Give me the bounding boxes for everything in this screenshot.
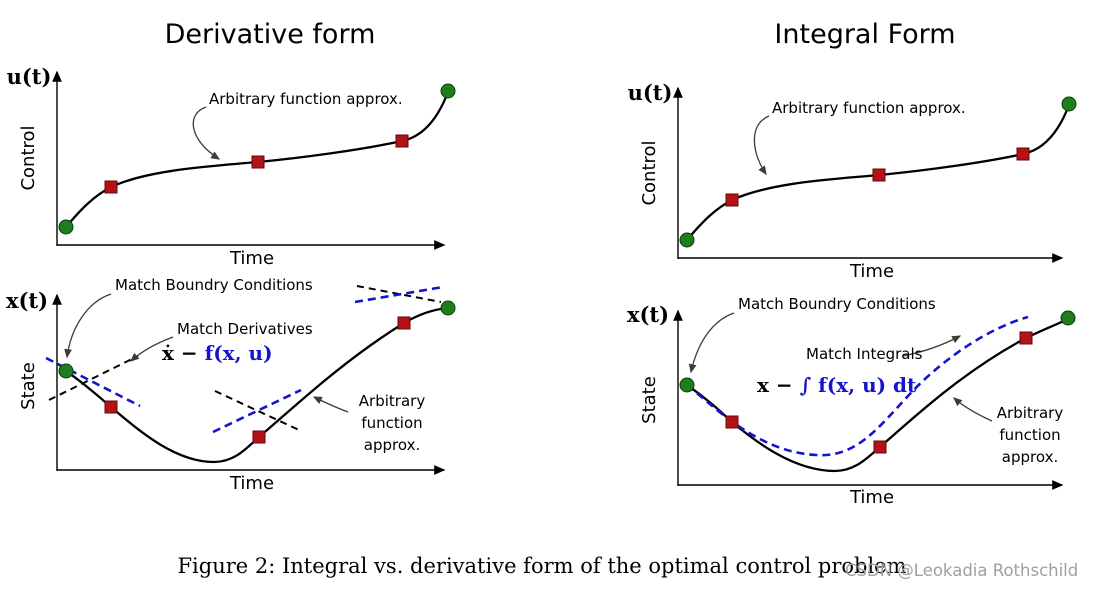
approx-annotation-line1: Arbitrary <box>359 392 426 410</box>
endpoint-marker <box>679 377 695 393</box>
approx-annotation-line2: function <box>999 426 1060 444</box>
endpoint-marker <box>58 219 74 235</box>
endpoint-marker <box>58 363 74 379</box>
integral-control-plot: Integral Form u(t) Control Time Arbitrar… <box>628 19 1077 282</box>
figure-caption: Figure 2: Integral vs. derivative form o… <box>177 554 906 578</box>
approx-annotation-line3: approx. <box>364 436 420 454</box>
y-axis-label: State <box>18 362 39 410</box>
x-axis-label: Time <box>849 487 894 508</box>
slope-dash-blue <box>212 388 302 434</box>
y-axis-label: Control <box>18 125 39 190</box>
y-axis-variable: u(t) <box>628 80 673 105</box>
y-axis-label: State <box>639 376 660 424</box>
knot-marker <box>1016 147 1030 161</box>
endpoint-marker <box>1061 96 1077 112</box>
slope-dash-blue <box>45 356 141 408</box>
x-axis-label: Time <box>849 261 894 282</box>
approx-annotation: Arbitrary function approx. <box>772 99 966 117</box>
annotation-arrow <box>192 106 221 160</box>
defect-equation: ẋ − f(x, u) <box>162 341 273 365</box>
integral-title: Integral Form <box>774 19 955 50</box>
approx-annotation-line2: function <box>361 414 422 432</box>
annotation-arrow <box>312 396 349 413</box>
annotation-arrow <box>953 397 993 422</box>
knot-marker <box>104 400 118 414</box>
x-axis-label: Time <box>229 473 274 494</box>
defect-equation-black: x − <box>757 373 800 397</box>
knot-marker <box>251 155 265 169</box>
integral-state-plot: x(t) State Time Match Boundry Conditions… <box>627 295 1076 508</box>
slope-dash-black <box>48 355 139 401</box>
defect-equation-blue: ∫ f(x, u) dt <box>800 373 917 397</box>
defect-equation-blue: f(x, u) <box>205 341 273 365</box>
approx-annotation: Arbitrary function approx. <box>209 90 403 108</box>
slope-dash-black <box>214 390 300 431</box>
annotation-arrow <box>64 293 112 359</box>
y-axis-variable: x(t) <box>627 302 669 327</box>
defect-equation: x − ∫ f(x, u) dt <box>757 373 917 397</box>
knot-marker <box>725 193 739 207</box>
knot-marker <box>725 415 739 429</box>
approx-annotation-line3: approx. <box>1002 448 1058 466</box>
annotation-arrow <box>902 335 962 357</box>
knot-marker <box>104 180 118 194</box>
knot-marker <box>395 134 409 148</box>
match-annotation: Match Integrals <box>806 345 923 363</box>
x-axis-label: Time <box>229 248 274 269</box>
derivative-control-plot: Derivative form u(t) Control Time Arbitr… <box>7 19 456 269</box>
endpoint-marker <box>679 232 695 248</box>
y-axis-variable: u(t) <box>7 64 52 89</box>
knot-marker <box>252 430 266 444</box>
slope-dash-blue <box>354 285 444 304</box>
endpoint-marker <box>440 300 456 316</box>
knot-marker <box>397 316 411 330</box>
derivative-title: Derivative form <box>165 19 376 50</box>
match-annotation: Match Derivatives <box>177 320 313 338</box>
boundary-annotation: Match Boundry Conditions <box>115 276 313 294</box>
defect-equation-black: ẋ − <box>162 341 205 365</box>
knot-marker <box>1019 331 1033 345</box>
y-axis-variable: x(t) <box>6 288 48 313</box>
annotation-arrow <box>130 336 174 362</box>
knot-marker <box>873 440 887 454</box>
boundary-annotation: Match Boundry Conditions <box>738 295 936 313</box>
endpoint-marker <box>1060 310 1076 326</box>
approx-annotation-line1: Arbitrary <box>997 404 1064 422</box>
annotation-arrow <box>688 312 735 374</box>
y-axis-label: Control <box>639 140 660 205</box>
endpoint-marker <box>440 83 456 99</box>
annotation-arrow <box>753 115 770 176</box>
knot-marker <box>872 168 886 182</box>
derivative-state-plot: x(t) State Time Match Boundry Conditions… <box>6 276 456 494</box>
watermark: CSDN @Leokadia Rothschild <box>845 561 1078 580</box>
